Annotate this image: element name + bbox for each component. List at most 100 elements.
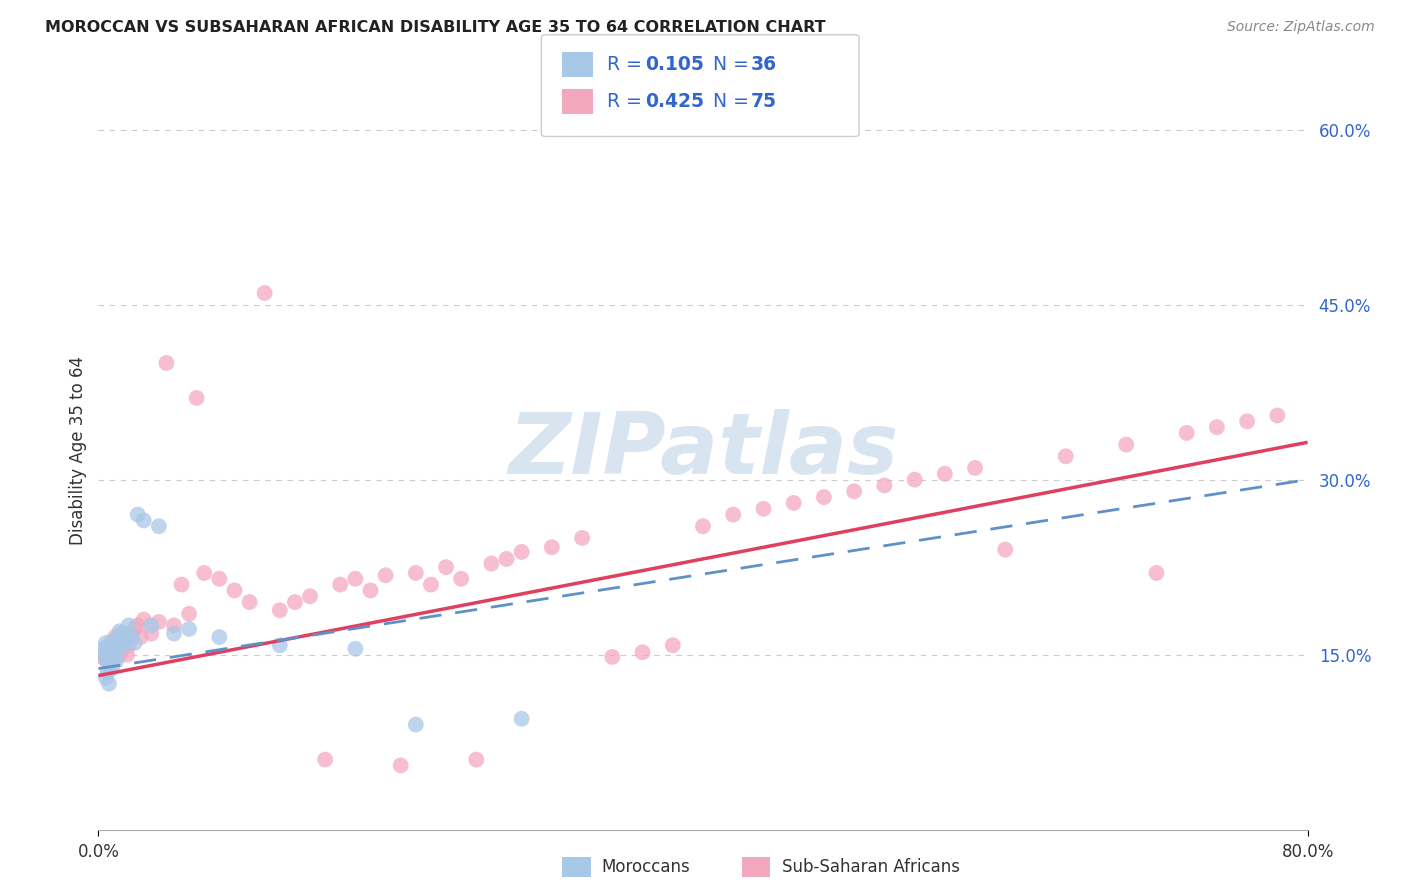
Point (112, 638, 135, 652)
Point (114, 626, 136, 640)
Point (360, 583, 382, 598)
Point (115, 648, 138, 662)
Point (602, 649, 624, 664)
Point (100, 657, 122, 671)
Point (813, 490, 835, 504)
Point (1054, 450, 1077, 464)
Point (481, 557, 503, 571)
Point (631, 645, 654, 659)
Point (100, 636, 122, 650)
Point (141, 626, 163, 640)
Point (105, 641, 128, 656)
Point (344, 641, 367, 656)
Point (1267, 409, 1289, 423)
Text: MOROCCAN VS SUBSAHARAN AFRICAN DISABILITY AGE 35 TO 64 CORRELATION CHART: MOROCCAN VS SUBSAHARAN AFRICAN DISABILIT… (45, 20, 825, 35)
Point (389, 758, 412, 772)
Point (103, 641, 125, 656)
Point (112, 636, 135, 650)
Text: Sub-Saharan Africans: Sub-Saharan Africans (782, 858, 960, 876)
Point (510, 712, 533, 726)
Point (93, 645, 115, 659)
Point (101, 638, 124, 652)
Point (269, 603, 291, 617)
Point (193, 566, 215, 580)
Point (118, 638, 141, 652)
Point (96, 665, 118, 679)
Point (104, 649, 127, 664)
Point (934, 467, 956, 481)
Text: Source: ZipAtlas.com: Source: ZipAtlas.com (1227, 20, 1375, 34)
Point (104, 630, 127, 644)
Point (965, 461, 987, 475)
Point (844, 484, 866, 499)
Text: 75: 75 (751, 92, 776, 112)
Text: N =: N = (713, 92, 755, 112)
Point (91, 649, 114, 664)
Point (132, 513, 155, 527)
Point (108, 624, 131, 639)
Point (1175, 425, 1198, 440)
Point (132, 613, 155, 627)
Point (571, 531, 593, 545)
Point (179, 622, 201, 636)
Point (540, 541, 562, 555)
Point (101, 662, 124, 676)
Point (114, 630, 136, 644)
Point (124, 622, 146, 636)
Point (103, 653, 125, 667)
Point (127, 618, 149, 632)
Point (661, 638, 683, 652)
Point (94, 653, 117, 667)
Point (110, 626, 132, 640)
Point (1206, 420, 1229, 434)
Text: Moroccans: Moroccans (602, 858, 690, 876)
Point (124, 636, 146, 650)
Point (94, 671, 117, 685)
Point (783, 496, 806, 510)
Point (127, 508, 149, 522)
Point (420, 577, 443, 591)
Point (96, 641, 118, 656)
Text: ZIPatlas: ZIPatlas (508, 409, 898, 492)
Point (434, 560, 457, 574)
Point (723, 508, 745, 522)
Point (94, 636, 117, 650)
Point (148, 519, 170, 533)
Point (465, 753, 488, 767)
Point (96, 653, 118, 667)
Point (186, 391, 208, 405)
Point (98, 648, 121, 662)
Point (873, 478, 896, 492)
Text: 0.105: 0.105 (645, 54, 704, 74)
Point (111, 636, 134, 650)
Point (118, 618, 141, 632)
Point (994, 542, 1017, 557)
Point (208, 630, 231, 644)
Point (107, 633, 129, 648)
Point (93, 649, 115, 664)
Text: 0.425: 0.425 (645, 92, 704, 112)
Point (1236, 414, 1258, 428)
Point (103, 633, 125, 648)
Point (163, 618, 186, 632)
Point (121, 626, 143, 640)
Point (405, 717, 427, 731)
Text: 36: 36 (751, 54, 778, 74)
Point (110, 630, 132, 644)
Y-axis label: Disability Age 35 to 64: Disability Age 35 to 64 (69, 356, 87, 545)
Point (179, 607, 201, 621)
Point (1144, 566, 1167, 580)
Point (405, 566, 427, 580)
Point (121, 630, 143, 644)
Point (98, 677, 121, 691)
Point (141, 618, 163, 632)
Point (284, 595, 307, 609)
Point (344, 572, 367, 586)
Point (329, 577, 352, 591)
Text: R =: R = (607, 92, 648, 112)
Point (269, 638, 291, 652)
Point (450, 572, 472, 586)
Point (170, 577, 193, 591)
Point (108, 648, 131, 662)
Point (208, 572, 231, 586)
